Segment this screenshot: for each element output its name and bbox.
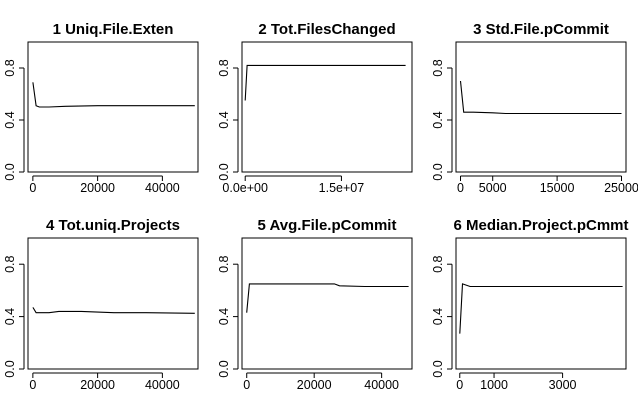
y-tick-label: 0.8 xyxy=(3,59,17,76)
panel-5: 5 Avg.File.pCommit 0 20000 40000 0.0 0.4 0.8 xyxy=(217,217,413,392)
x-tick-label: 0 xyxy=(29,181,36,195)
x-tick-label: 5000 xyxy=(479,181,507,195)
x-tick-label: 20000 xyxy=(80,181,115,195)
y-tick-label: 0.4 xyxy=(3,111,17,128)
y-tick-label: 0.8 xyxy=(431,59,445,76)
series-line xyxy=(32,82,195,108)
x-tick-label: 0 xyxy=(29,378,36,392)
y-tick-label: 0.4 xyxy=(431,308,445,325)
y-tick-label: 0.0 xyxy=(217,163,231,180)
x-tick-label: 1.5e+07 xyxy=(319,181,365,195)
panel-3: 3 Std.File.pCommit 0 5000 15000 25000 0.0 0.4 0… xyxy=(431,21,638,195)
y-tick-label: 0.0 xyxy=(3,360,17,377)
panel-title: 2 Tot.FilesChanged xyxy=(258,21,395,38)
plot-frame xyxy=(27,41,199,173)
y-tick-label: 0.4 xyxy=(3,308,17,325)
y-tick-label: 0.8 xyxy=(3,255,17,272)
y-tick-label: 0.0 xyxy=(431,163,445,180)
x-tick-label: 40000 xyxy=(145,378,180,392)
series-line xyxy=(459,283,623,334)
plot-frame xyxy=(455,237,627,370)
x-tick-label: 20000 xyxy=(297,378,332,392)
series-line xyxy=(244,64,406,101)
panel-title: 3 Std.File.pCommit xyxy=(473,21,609,38)
x-tick-label: 40000 xyxy=(145,181,180,195)
plot-frame xyxy=(241,41,413,173)
y-tick-label: 0.4 xyxy=(217,111,231,128)
x-tick-label: 0.0e+00 xyxy=(222,181,268,195)
plot-frame xyxy=(455,41,627,173)
plot-frame xyxy=(27,237,199,370)
x-tick-label: 3000 xyxy=(549,378,577,392)
panel-title: 1 Uniq.File.Exten xyxy=(53,21,174,38)
series-line xyxy=(246,283,409,313)
series-line xyxy=(459,80,622,115)
x-tick-label: 0 xyxy=(457,181,464,195)
x-tick-label: 0 xyxy=(456,378,463,392)
x-tick-label: 0 xyxy=(243,378,250,392)
y-tick-label: 0.8 xyxy=(217,255,231,272)
y-tick-label: 0.4 xyxy=(431,111,445,128)
y-tick-label: 0.4 xyxy=(217,308,231,325)
x-tick-label: 25000 xyxy=(604,181,638,195)
panel-title: 4 Tot.uniq.Projects xyxy=(46,217,180,234)
panel-title: 6 Median.Project.pCmmt xyxy=(453,217,628,234)
panel-1: 1 Uniq.File.Exten 0 20000 40000 0.0 0.4 0.8 xyxy=(3,21,199,195)
y-tick-label: 0.0 xyxy=(431,360,445,377)
series-line xyxy=(32,307,195,314)
y-tick-label: 0.0 xyxy=(217,360,231,377)
x-tick-label: 1000 xyxy=(480,378,508,392)
x-tick-label: 40000 xyxy=(364,378,399,392)
y-tick-label: 0.8 xyxy=(431,255,445,272)
y-tick-label: 0.8 xyxy=(217,59,231,76)
panel-title: 5 Avg.File.pCommit xyxy=(258,217,397,234)
panel-4: 4 Tot.uniq.Projects 0 20000 40000 0.0 0.4 0.8 xyxy=(3,217,199,392)
panel-6: 6 Median.Project.pCmmt 0 1000 3000 0.0 0.4 0.8 xyxy=(431,217,629,392)
plot-frame xyxy=(241,237,413,370)
panel-2: 2 Tot.FilesChanged 0.0e+00 1.5e+07 0.0 0.4 0.… xyxy=(217,21,413,195)
x-tick-label: 20000 xyxy=(80,378,115,392)
x-tick-label: 15000 xyxy=(540,181,575,195)
y-tick-label: 0.0 xyxy=(3,163,17,180)
